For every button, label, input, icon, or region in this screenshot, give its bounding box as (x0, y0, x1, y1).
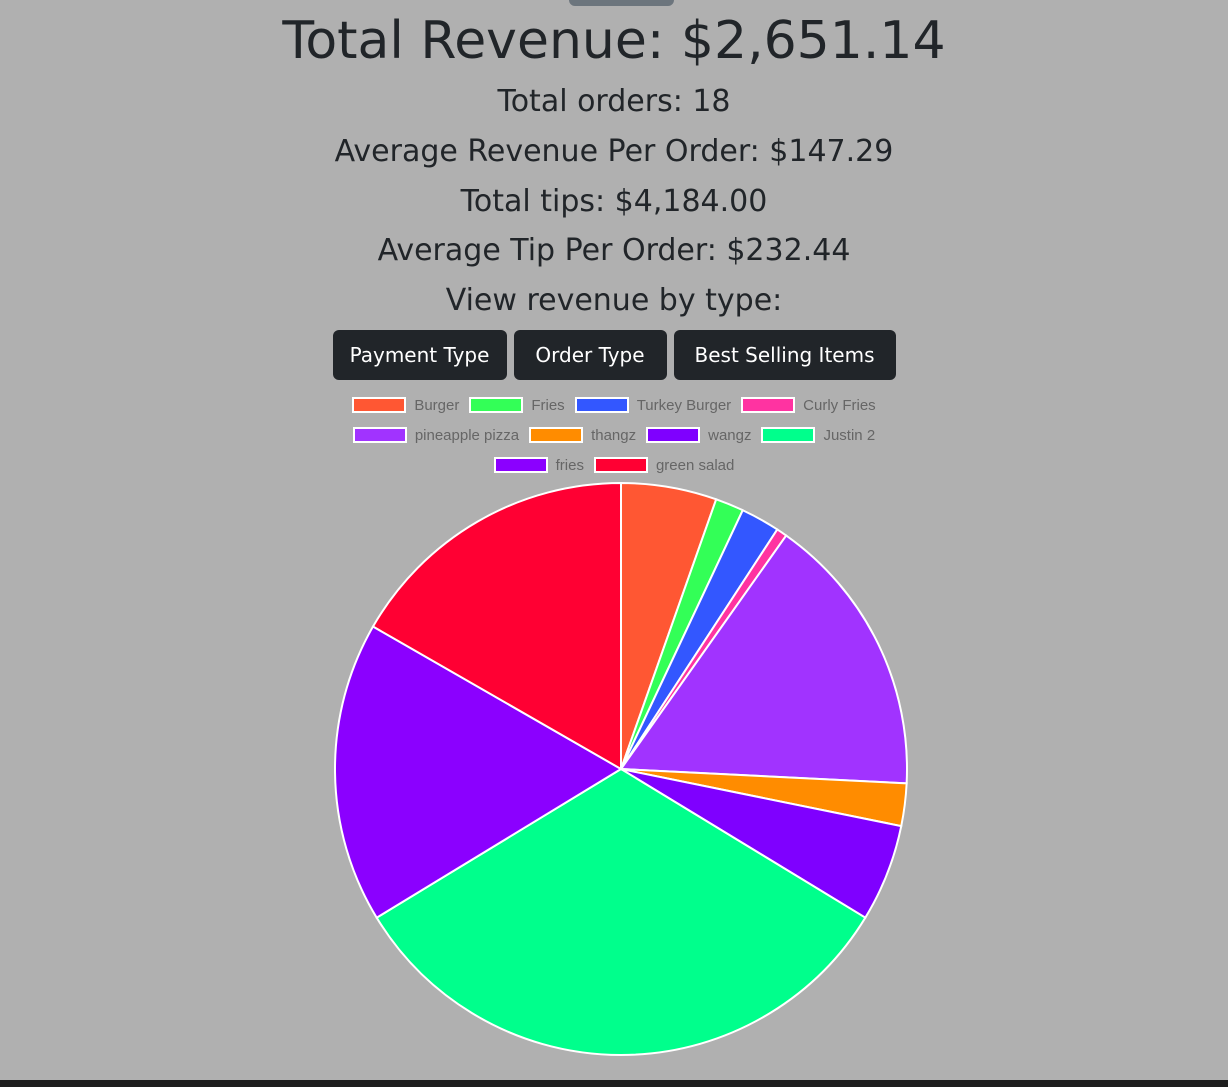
total-tips-text: Total tips: $4,184.00 (460, 184, 768, 219)
legend-swatch (529, 427, 584, 443)
page-title: Total Revenue: $2,651.14 (282, 11, 946, 71)
legend-item-fries[interactable]: Fries (469, 396, 565, 414)
payment-type-button[interactable]: Payment Type (332, 330, 507, 380)
legend-row-3: fries green salad (0, 450, 1228, 480)
legend-swatch (741, 397, 796, 413)
bottom-bar (0, 1080, 1228, 1087)
legend-item-pineapple-pizza[interactable]: pineapple pizza (352, 426, 520, 444)
legend-swatch (761, 427, 816, 443)
order-type-button[interactable]: Order Type (513, 330, 667, 380)
pie-slice-justin-2-7[interactable] (375, 767, 867, 1056)
legend-item-burger[interactable]: Burger (352, 397, 459, 414)
average-revenue-text: Average Revenue Per Order: $147.29 (334, 134, 894, 169)
legend-label: pineapple pizza (414, 426, 520, 444)
legend-swatch (493, 457, 548, 473)
legend-swatch (574, 397, 629, 413)
best-selling-items-button[interactable]: Best Selling Items (673, 330, 896, 380)
revenue-pie-chart (334, 481, 908, 1056)
pie-slices (334, 481, 908, 1056)
legend-item-curly-fries[interactable]: Curly Fries (741, 397, 876, 414)
legend-label: Curly Fries (803, 396, 876, 414)
legend-item-justin-2[interactable]: Justin 2 (761, 427, 875, 444)
legend-swatch (469, 397, 524, 413)
legend-label: thangz (591, 426, 637, 444)
average-tip-text: Average Tip Per Order: $232.44 (377, 233, 851, 268)
legend-row-2: pineapple pizza thangz wangz Justin 2 (0, 420, 1228, 450)
pie-slice-green-salad-9[interactable] (371, 481, 622, 771)
legend-row-1: Burger Fries Turkey Burger Curly Fries (0, 390, 1228, 420)
legend-swatch (352, 397, 407, 413)
legend-item-fries-lower[interactable]: fries (493, 456, 584, 474)
total-orders-text: Total orders: 18 (497, 84, 731, 119)
legend-item-thangz[interactable]: thangz (529, 427, 636, 444)
pie-slice-fries-8[interactable] (334, 625, 623, 920)
view-revenue-label: View revenue by type: (445, 283, 783, 318)
legend-item-wangz[interactable]: wangz (646, 427, 751, 444)
revenue-type-buttons: Payment Type Order Type Best Selling Ite… (0, 330, 1228, 380)
legend-label: wangz (708, 426, 752, 444)
legend-label: Turkey Burger (636, 396, 732, 414)
legend-label: fries (555, 456, 584, 474)
legend-swatch (646, 427, 701, 443)
legend-label: Burger (414, 396, 460, 414)
pie-slice-pineapple-pizza-4[interactable] (619, 534, 908, 785)
legend-swatch (352, 427, 407, 443)
legend-item-green-salad[interactable]: green salad (593, 456, 735, 474)
legend-label: green salad (655, 456, 735, 474)
legend-item-turkey-burger[interactable]: Turkey Burger (574, 396, 732, 414)
top-tab[interactable] (569, 0, 674, 6)
chart-legend: Burger Fries Turkey Burger Curly Fries p… (0, 390, 1228, 480)
legend-label: Justin 2 (823, 426, 876, 444)
legend-label: Fries (531, 396, 565, 414)
legend-swatch (593, 457, 648, 473)
